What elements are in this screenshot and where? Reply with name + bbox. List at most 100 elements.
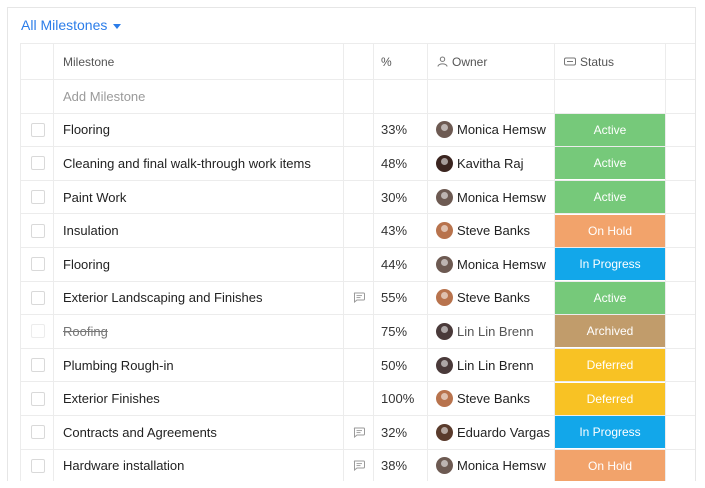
milestone-name[interactable]: Exterior Landscaping and Finishes <box>63 290 263 306</box>
row-checkbox[interactable] <box>31 122 45 137</box>
extra-cell <box>665 347 695 383</box>
status-badge[interactable]: Deferred <box>555 349 665 381</box>
status-badge[interactable]: Active <box>555 282 665 314</box>
milestone-name-cell[interactable]: Contracts and Agreements <box>53 414 344 450</box>
milestone-name-cell[interactable]: Flooring <box>53 112 344 148</box>
status-cell[interactable]: Active <box>554 146 666 181</box>
row-checkbox-cell <box>20 280 54 316</box>
status-cell[interactable]: In Progress <box>554 414 666 450</box>
header-status[interactable]: Status <box>554 43 666 80</box>
status-cell[interactable]: Deferred <box>554 347 666 383</box>
milestone-name[interactable]: Paint Work <box>63 189 127 205</box>
header-percent[interactable]: % <box>373 43 428 80</box>
owner-cell[interactable]: Monica Hemsw <box>427 112 555 148</box>
milestone-name[interactable]: Plumbing Rough-in <box>63 357 174 373</box>
header-owner[interactable]: Owner <box>427 43 555 80</box>
avatar <box>436 423 453 441</box>
table-row[interactable]: Paint Work 30% Monica Hemsw Active <box>20 179 695 215</box>
row-checkbox[interactable] <box>31 391 45 406</box>
table-row[interactable]: Flooring 33% Monica Hemsw Active <box>20 112 695 148</box>
note-cell <box>343 179 374 215</box>
milestone-name[interactable]: Cleaning and final walk-through work ite… <box>63 155 311 171</box>
row-checkbox[interactable] <box>31 358 45 373</box>
status-cell[interactable]: Active <box>554 280 666 316</box>
comment-icon[interactable] <box>345 292 373 304</box>
status-badge[interactable]: Active <box>555 147 665 180</box>
milestone-name-cell[interactable]: Insulation <box>53 213 344 248</box>
add-milestone-input[interactable]: Add Milestone <box>53 79 344 114</box>
status-cell[interactable]: On Hold <box>554 448 666 481</box>
comment-icon[interactable] <box>345 427 373 438</box>
owner-cell[interactable]: Steve Banks <box>427 381 555 416</box>
status-badge[interactable]: On Hold <box>555 214 665 247</box>
owner-cell[interactable]: Steve Banks <box>427 213 555 248</box>
milestone-percent: 50% <box>381 357 408 373</box>
owner-cell[interactable]: Monica Hemsw <box>427 448 555 481</box>
status-cell[interactable]: In Progress <box>554 246 666 282</box>
milestone-name-cell[interactable]: Flooring <box>53 246 344 282</box>
header-milestone[interactable]: Milestone <box>53 43 344 80</box>
header-note <box>343 43 374 80</box>
status-cell[interactable]: Active <box>554 112 666 148</box>
milestone-name[interactable]: Flooring <box>63 256 110 272</box>
owner-cell[interactable]: Steve Banks <box>427 280 555 316</box>
table-row[interactable]: Contracts and Agreements 32% Eduardo Varga… <box>20 414 695 450</box>
status-badge[interactable]: In Progress <box>555 416 665 449</box>
owner-cell[interactable]: Monica Hemsw <box>427 246 555 282</box>
milestone-percent: 55% <box>381 290 408 306</box>
status-badge[interactable]: Deferred <box>555 382 665 415</box>
percent-cell: 75% <box>373 314 428 349</box>
status-badge[interactable]: On Hold <box>555 450 665 481</box>
row-checkbox-cell <box>20 112 54 148</box>
comment-icon[interactable] <box>345 460 373 472</box>
milestone-percent: 30% <box>381 189 408 205</box>
owner-cell[interactable]: Eduardo Vargas <box>427 414 555 450</box>
status-cell[interactable]: On Hold <box>554 213 666 248</box>
row-checkbox[interactable] <box>31 290 45 305</box>
status-badge[interactable]: Active <box>555 181 665 213</box>
milestone-name-cell[interactable]: Paint Work <box>53 179 344 215</box>
table-row[interactable]: Exterior Finishes 100% Steve Banks Deferred <box>20 381 695 416</box>
owner-cell[interactable]: Kavitha Raj <box>427 146 555 181</box>
milestone-name[interactable]: Exterior Finishes <box>63 391 160 407</box>
owner-cell[interactable]: Lin Lin Brenn <box>427 314 555 349</box>
milestone-name-cell[interactable]: Roofing <box>53 314 344 349</box>
owner-name: Steve Banks <box>457 290 530 306</box>
milestone-name-cell[interactable]: Exterior Finishes <box>53 381 344 416</box>
row-checkbox[interactable] <box>31 257 45 272</box>
row-checkbox[interactable] <box>31 458 45 473</box>
row-checkbox[interactable] <box>31 425 45 440</box>
table-row[interactable]: Roofing 75% Lin Lin Brenn Archived <box>20 314 695 349</box>
milestone-name-cell[interactable]: Plumbing Rough-in <box>53 347 344 383</box>
owner-cell[interactable]: Monica Hemsw <box>427 179 555 215</box>
table-row[interactable]: Exterior Landscaping and Finishes 55% Stev… <box>20 280 695 316</box>
table-row[interactable]: Hardware installation 38% Monica Hemsw On H… <box>20 448 695 481</box>
milestone-name[interactable]: Roofing <box>63 323 108 339</box>
note-cell <box>343 448 374 481</box>
status-cell[interactable]: Active <box>554 179 666 215</box>
status-badge[interactable]: In Progress <box>555 248 665 281</box>
milestone-name[interactable]: Flooring <box>63 122 110 138</box>
milestone-name-cell[interactable]: Hardware installation <box>53 448 344 481</box>
view-selector[interactable]: All Milestones <box>21 17 122 33</box>
row-checkbox[interactable] <box>31 223 45 238</box>
table-row[interactable]: Flooring 44% Monica Hemsw In Progress <box>20 246 695 282</box>
milestone-name[interactable]: Insulation <box>63 223 119 239</box>
milestone-name-cell[interactable]: Cleaning and final walk-through work ite… <box>53 146 344 181</box>
milestone-name-cell[interactable]: Exterior Landscaping and Finishes <box>53 280 344 316</box>
milestone-name[interactable]: Contracts and Agreements <box>63 424 217 440</box>
table-row[interactable]: Plumbing Rough-in 50% Lin Lin Brenn Deferre… <box>20 347 695 383</box>
milestone-percent: 32% <box>381 424 408 440</box>
status-cell[interactable]: Archived <box>554 314 666 349</box>
status-cell[interactable]: Deferred <box>554 381 666 416</box>
row-checkbox-cell <box>20 179 54 215</box>
row-checkbox[interactable] <box>31 324 45 339</box>
row-checkbox[interactable] <box>31 190 45 205</box>
row-checkbox[interactable] <box>31 156 45 171</box>
table-row[interactable]: Cleaning and final walk-through work ite… <box>20 146 695 181</box>
table-row[interactable]: Insulation 43% Steve Banks On Hold <box>20 213 695 248</box>
status-badge[interactable]: Active <box>555 114 665 146</box>
owner-cell[interactable]: Lin Lin Brenn <box>427 347 555 383</box>
milestone-name[interactable]: Hardware installation <box>63 458 185 474</box>
status-badge[interactable]: Archived <box>555 315 665 348</box>
